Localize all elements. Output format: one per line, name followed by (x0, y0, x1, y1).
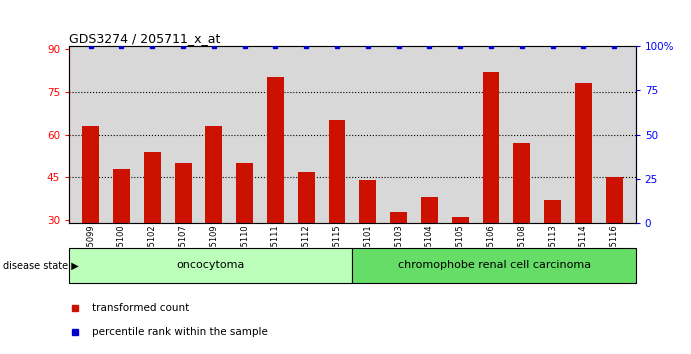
Bar (267, 78, 284, 223)
Bar (482, 72, 500, 223)
Bar (352, 248, 636, 283)
Text: chromophobe renal cell carcinoma: chromophobe renal cell carcinoma (397, 261, 591, 270)
Bar (606, 177, 623, 223)
Bar (298, 172, 314, 223)
Bar (328, 120, 346, 223)
Text: oncocytoma: oncocytoma (177, 261, 245, 270)
Bar (544, 200, 561, 223)
Bar (359, 180, 377, 223)
Text: disease state ▶: disease state ▶ (3, 261, 79, 270)
Bar (175, 163, 191, 223)
Bar (575, 83, 591, 223)
Bar (390, 212, 407, 223)
Bar (513, 143, 530, 223)
Bar (236, 163, 253, 223)
Text: GDS3274 / 205711_x_at: GDS3274 / 205711_x_at (69, 32, 220, 45)
Bar (421, 197, 438, 223)
Bar (452, 217, 468, 223)
Bar (144, 152, 161, 223)
Bar (69, 248, 352, 283)
Text: transformed count: transformed count (92, 303, 189, 313)
Text: percentile rank within the sample: percentile rank within the sample (92, 327, 267, 337)
Bar (113, 169, 130, 223)
Bar (82, 126, 99, 223)
Bar (205, 126, 223, 223)
